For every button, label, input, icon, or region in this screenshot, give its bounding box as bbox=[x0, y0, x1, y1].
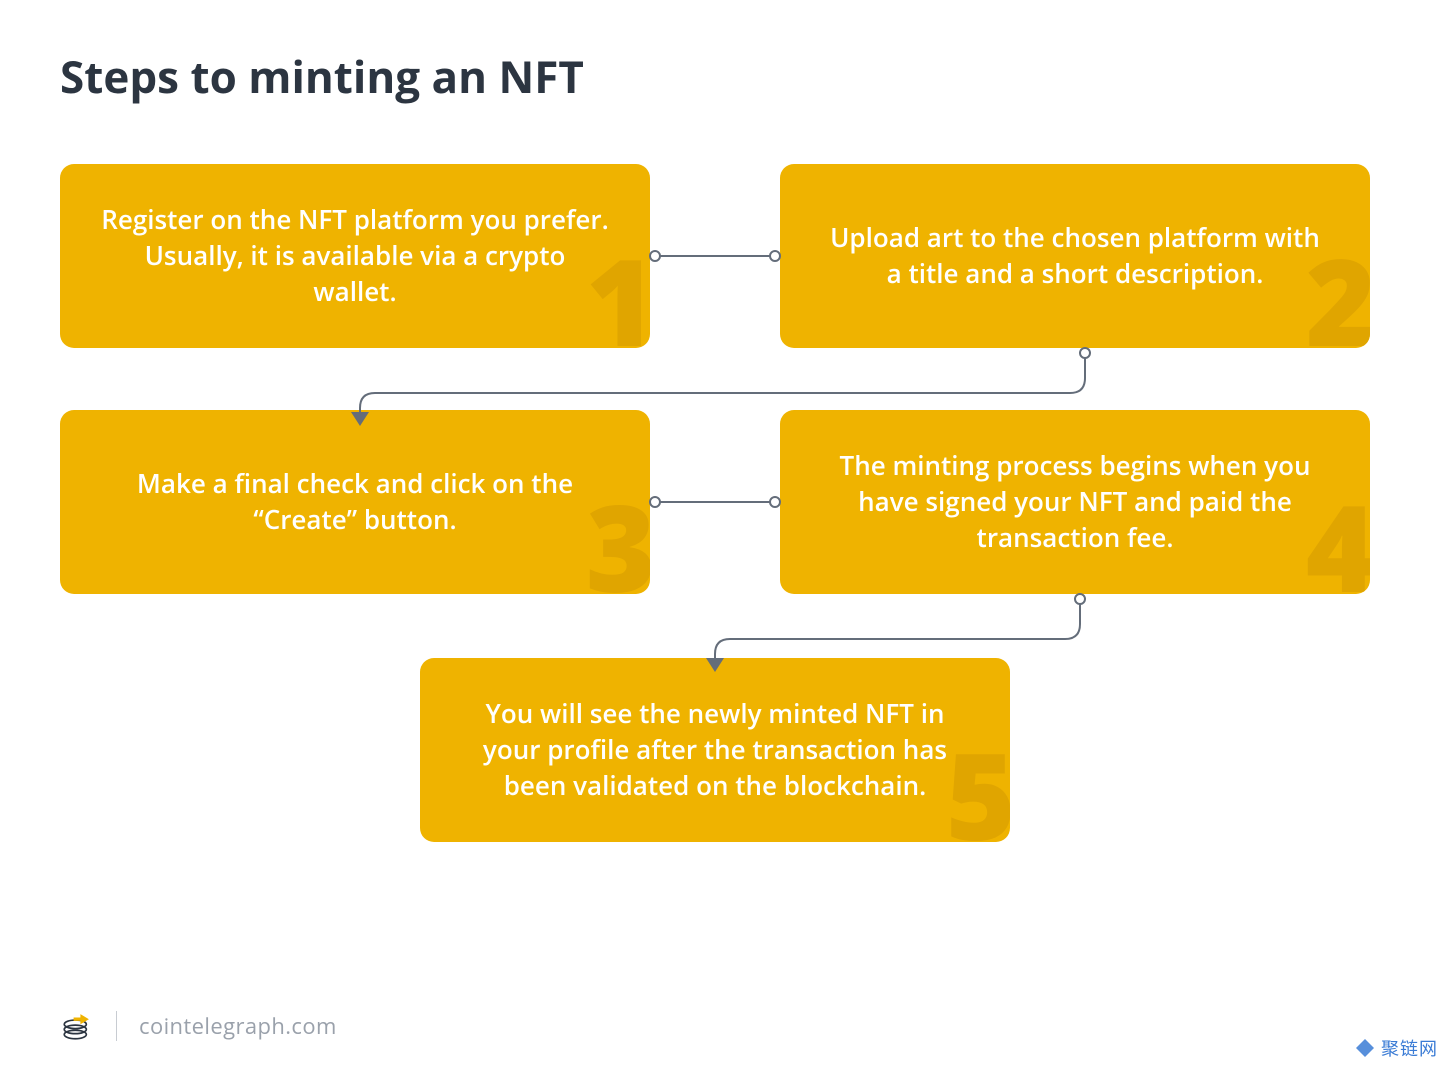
step-card-2: Upload art to the chosen platform with a… bbox=[780, 164, 1370, 348]
footer-divider bbox=[116, 1011, 117, 1041]
step-text-3: Make a final check and click on the “Cre… bbox=[100, 466, 610, 538]
connector-c3 bbox=[650, 492, 780, 512]
step-card-5: You will see the newly minted NFT in you… bbox=[420, 658, 1010, 842]
connector-c1 bbox=[650, 246, 780, 266]
brand-label: cointelegraph.com bbox=[139, 1011, 337, 1041]
watermark: 聚链网 bbox=[1355, 1035, 1438, 1061]
watermark-text: 聚链网 bbox=[1381, 1035, 1438, 1061]
step-card-1: Register on the NFT platform you prefer.… bbox=[60, 164, 650, 348]
page-title: Steps to minting an NFT bbox=[60, 46, 584, 106]
page: Steps to minting an NFT Register on the … bbox=[0, 0, 1450, 1089]
step-card-4: The minting process begins when you have… bbox=[780, 410, 1370, 594]
step-text-2: Upload art to the chosen platform with a… bbox=[820, 220, 1330, 292]
watermark-icon bbox=[1355, 1038, 1375, 1058]
brand-logo-icon bbox=[60, 1009, 94, 1043]
footer: cointelegraph.com bbox=[60, 1009, 337, 1043]
step-text-5: You will see the newly minted NFT in you… bbox=[460, 696, 970, 804]
step-card-3: Make a final check and click on the “Cre… bbox=[60, 410, 650, 594]
step-text-1: Register on the NFT platform you prefer.… bbox=[100, 202, 610, 310]
step-text-4: The minting process begins when you have… bbox=[820, 448, 1330, 556]
